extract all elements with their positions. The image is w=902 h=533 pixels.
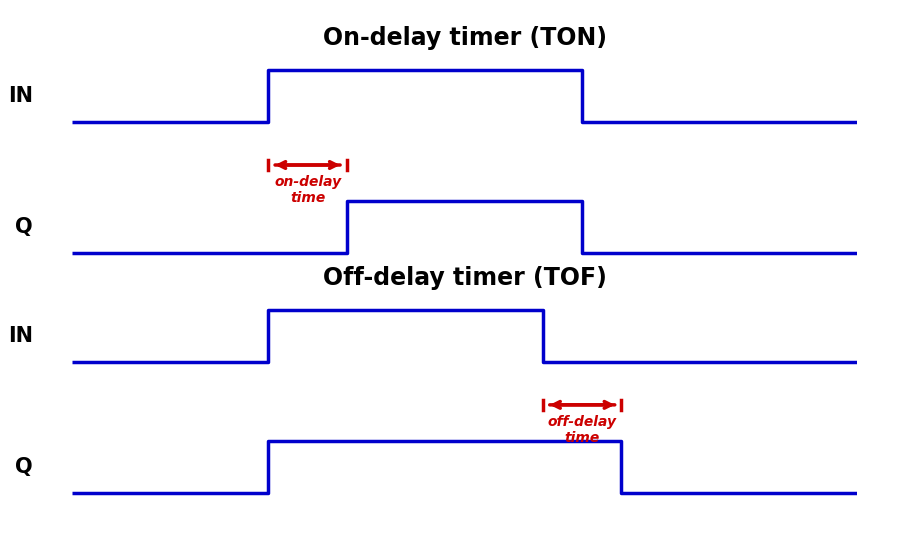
Text: Q: Q [15, 457, 32, 477]
Text: Q: Q [15, 217, 32, 237]
Text: IN: IN [8, 86, 32, 106]
Text: on-delay
time: on-delay time [274, 175, 341, 205]
Text: On-delay timer (TON): On-delay timer (TON) [323, 27, 606, 51]
Text: Off-delay timer (TOF): Off-delay timer (TOF) [323, 266, 606, 290]
Text: IN: IN [8, 326, 32, 346]
Text: off-delay
time: off-delay time [548, 415, 617, 445]
